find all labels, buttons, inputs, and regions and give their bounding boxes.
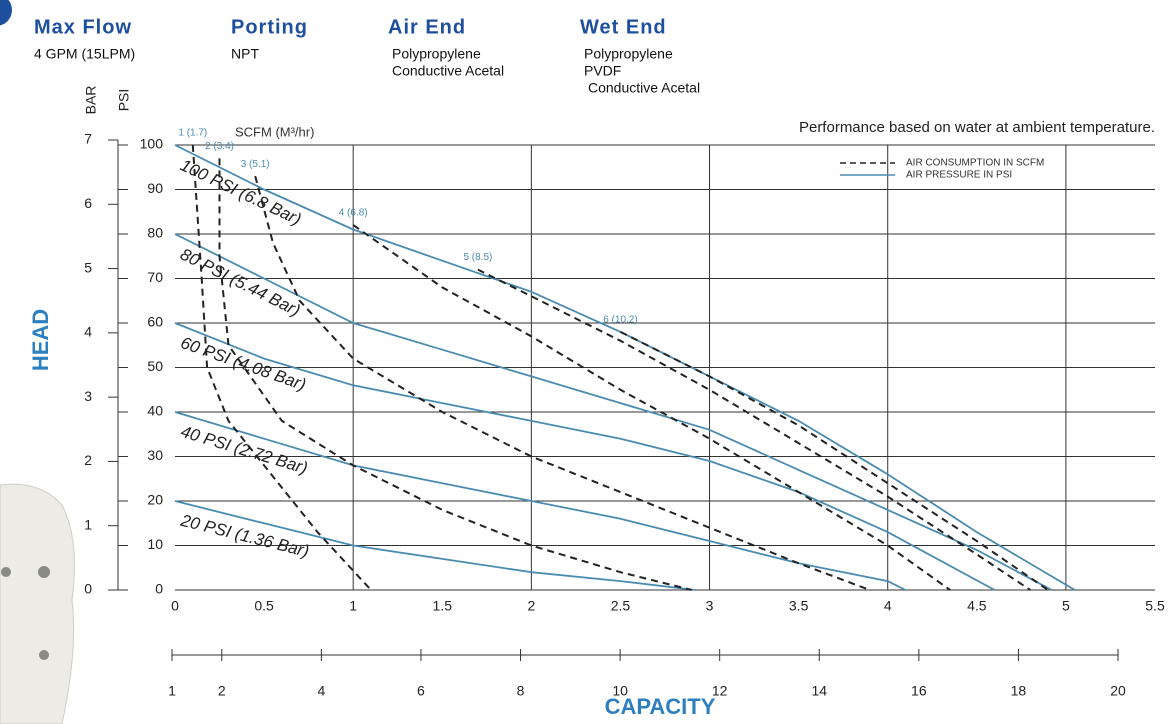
x-tick-label: 2.5 xyxy=(611,598,631,614)
y-unit: PSI xyxy=(116,89,132,112)
series-line xyxy=(218,158,692,591)
x2-tick-label: 14 xyxy=(811,683,827,699)
x-tick-label: 1.5 xyxy=(433,598,453,614)
spec-title: Max Flow xyxy=(34,16,132,38)
y-tick-label: 60 xyxy=(147,314,163,330)
series-line xyxy=(620,331,1049,591)
legend-label: AIR CONSUMPTION IN SCFM xyxy=(906,158,1044,169)
x-axis-title: CAPACITY xyxy=(605,694,716,719)
spec-line: Polypropylene xyxy=(584,46,673,62)
y-tick-label: 70 xyxy=(147,269,163,285)
spec-line: NPT xyxy=(231,46,259,62)
legend-label: AIR PRESSURE IN PSI xyxy=(906,170,1012,181)
x-tick-label: 5.5 xyxy=(1145,598,1165,614)
spec-line: Conductive Acetal xyxy=(588,80,700,96)
y2-tick-label: 0 xyxy=(84,581,92,597)
y-tick-label: 30 xyxy=(147,447,163,463)
series-line xyxy=(254,175,871,591)
y2-tick-label: 5 xyxy=(84,259,92,275)
y-tick-label: 90 xyxy=(147,180,163,196)
series-line xyxy=(174,233,1053,591)
pump-photo xyxy=(0,483,75,724)
brand-badge xyxy=(0,0,12,26)
scfm-label: SCFM (M³/hr) xyxy=(235,124,314,139)
x-tick-label: 0.5 xyxy=(254,598,274,614)
y-tick-label: 0 xyxy=(155,581,163,597)
series-label: 1 (1.7) xyxy=(178,128,207,139)
y-tick-label: 10 xyxy=(147,536,163,552)
x-tick-label: 4 xyxy=(884,598,892,614)
x-tick-label: 2 xyxy=(527,598,535,614)
chart-note: Performance based on water at ambient te… xyxy=(799,119,1155,136)
x2-tick-label: 16 xyxy=(911,683,927,699)
y-tick-label: 20 xyxy=(147,492,163,508)
series-line xyxy=(352,224,951,591)
x2-tick-label: 4 xyxy=(317,683,325,699)
x2-tick-label: 20 xyxy=(1110,683,1126,699)
y-tick-label: 80 xyxy=(147,225,163,241)
series-label: 5 (8.5) xyxy=(463,252,492,263)
y-axis-title: HEAD xyxy=(28,309,53,371)
y-tick-label: 50 xyxy=(147,358,163,374)
x2-tick-label: 12 xyxy=(712,683,728,699)
series-line xyxy=(191,144,372,591)
y2-tick-label: 3 xyxy=(84,388,92,404)
x-tick-label: 1 xyxy=(349,598,357,614)
x2-tick-label: 18 xyxy=(1011,683,1027,699)
x2-tick-label: 1 xyxy=(168,683,176,699)
series-line xyxy=(174,500,696,591)
y-tick-label: 100 xyxy=(140,136,164,152)
y2-tick-label: 1 xyxy=(84,516,92,532)
y2-tick-label: 7 xyxy=(84,131,92,147)
x-tick-label: 0 xyxy=(171,598,179,614)
x-tick-label: 5 xyxy=(1062,598,1070,614)
series-label: 60 PSI (4.08 Bar) xyxy=(178,333,308,394)
series-label: 40 PSI (2.72 Bar) xyxy=(179,422,310,478)
series-line xyxy=(174,411,906,591)
spec-line: PVDF xyxy=(584,63,621,79)
x2-tick-label: 2 xyxy=(218,683,226,699)
y2-tick-label: 4 xyxy=(84,324,92,340)
x-tick-label: 4.5 xyxy=(967,598,987,614)
series-line xyxy=(174,322,996,591)
series-label: 4 (6.8) xyxy=(339,208,368,219)
spec-title: Porting xyxy=(231,16,308,38)
x-tick-label: 3 xyxy=(706,598,714,614)
y2-tick-label: 6 xyxy=(84,195,92,211)
x-tick-label: 3.5 xyxy=(789,598,809,614)
y2-tick-label: 2 xyxy=(84,452,92,468)
series-line xyxy=(477,268,1031,591)
x2-tick-label: 8 xyxy=(517,683,525,699)
spec-line: Polypropylene xyxy=(392,46,481,62)
series-label: 6 (10.2) xyxy=(603,315,637,326)
spec-title: Wet End xyxy=(580,16,667,38)
spec-title: Air End xyxy=(388,16,466,38)
series-label: 80 PSI (5.44 Bar) xyxy=(177,245,303,321)
spec-line: Conductive Acetal xyxy=(392,63,504,79)
series-label: 2 (3.4) xyxy=(205,141,234,152)
y2-unit: BAR xyxy=(83,86,99,115)
spec-line: 4 GPM (15LPM) xyxy=(34,46,135,62)
x2-tick-label: 6 xyxy=(417,683,425,699)
x2-tick-label: 10 xyxy=(612,683,628,699)
y-tick-label: 40 xyxy=(147,403,163,419)
series-label: 3 (5.1) xyxy=(241,159,270,170)
